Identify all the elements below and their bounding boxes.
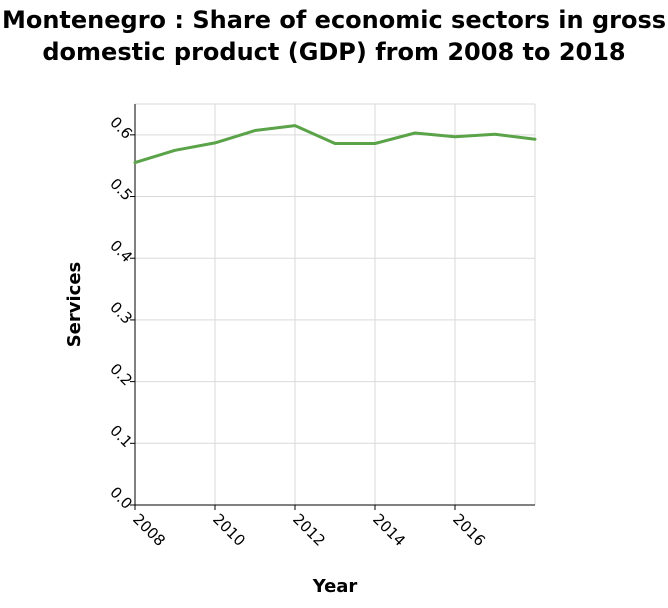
x-tick-label: 2010 — [209, 510, 249, 550]
series-line — [133, 124, 537, 165]
y-tick-label: 0.5 — [106, 175, 136, 205]
grid — [134, 103, 536, 506]
y-tick-label: 0.2 — [106, 360, 136, 390]
y-tick-label: 0.3 — [106, 298, 136, 328]
tick-labels: 0.0 0.1 0.2 0.3 0.4 0.5 0.6 2008 2010 2012 2014 201… — [106, 113, 489, 550]
x-axis-label: Year — [312, 576, 358, 597]
x-tick-label: 2012 — [289, 510, 329, 550]
x-tick-label: 2008 — [129, 510, 169, 550]
axes — [130, 104, 535, 510]
y-tick-label: 0.0 — [106, 483, 136, 513]
y-tick-label: 0.4 — [106, 236, 136, 266]
x-tick-label: 2016 — [449, 510, 489, 550]
x-tick-label: 2014 — [369, 510, 409, 550]
y-tick-label: 0.6 — [106, 113, 136, 143]
y-tick-label: 0.1 — [106, 422, 136, 452]
series-lines — [133, 124, 537, 165]
y-axis-label: Services — [64, 262, 85, 348]
chart-title: Montenegro : Share of economic sectors i… — [1, 6, 667, 66]
